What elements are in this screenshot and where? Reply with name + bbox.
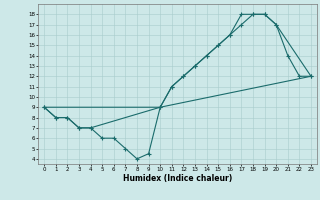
X-axis label: Humidex (Indice chaleur): Humidex (Indice chaleur) (123, 174, 232, 183)
